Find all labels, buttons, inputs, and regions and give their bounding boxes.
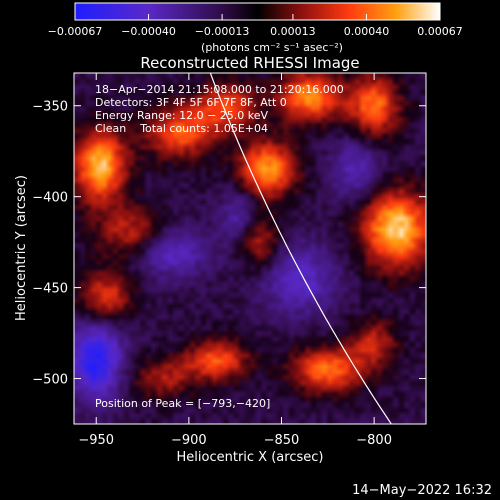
colorbar-units: (photons cm⁻² s⁻¹ asec⁻²) <box>201 41 343 54</box>
x-tick-label: −900 <box>171 433 207 448</box>
y-axis-ticks: −350 −400 −450 −500 <box>32 100 426 388</box>
y-tick-label: −450 <box>32 282 68 297</box>
y-axis-label: Heliocentric Y (arcsec) <box>14 175 29 321</box>
y-tick-label: −400 <box>32 191 68 206</box>
colorbar-tick-label: −0.00013 <box>195 25 250 38</box>
footer-timestamp: 14−May−2022 16:32 <box>352 483 492 498</box>
colorbar-tick-label: −0.00040 <box>121 25 176 38</box>
colorbar-tick-label: 0.00040 <box>344 25 390 38</box>
y-tick-label: −500 <box>32 373 68 388</box>
colorbar-ticks: −0.00067 −0.00040 −0.00013 0.00013 0.00040 0.… <box>48 14 463 38</box>
chart-title: Reconstructed RHESSI Image <box>140 54 359 72</box>
x-tick-label: −800 <box>356 433 392 448</box>
colorbar-tick-label: −0.00067 <box>48 25 103 38</box>
colorbar <box>74 2 441 21</box>
annotation-energy-range: Energy Range: 12.0 − 25.0 keV <box>95 109 269 122</box>
colorbar-tick-label: 0.00013 <box>270 25 316 38</box>
x-tick-label: −850 <box>264 433 300 448</box>
peak-position-label: Position of Peak = [−793,−420] <box>95 397 270 410</box>
heatmap-image <box>74 73 426 424</box>
annotation-detectors: Detectors: 3F 4F 5F 6F 7F 8F, Att 0 <box>95 96 287 109</box>
x-tick-label: −950 <box>78 433 114 448</box>
x-axis-label: Heliocentric X (arcsec) <box>177 450 324 465</box>
x-axis-ticks: −950 −900 −850 −800 <box>78 73 392 448</box>
y-tick-label: −350 <box>32 100 68 115</box>
annotation-block: 18−Apr−2014 21:15:08.000 to 21:20:16.000… <box>95 83 344 135</box>
annotation-clean-counts: Clean Total counts: 1.05E+04 <box>95 122 268 135</box>
plot-frame <box>73 72 427 425</box>
colorbar-tick-label: 0.00067 <box>417 25 463 38</box>
solar-limb-curve <box>209 73 393 424</box>
annotation-time-range: 18−Apr−2014 21:15:08.000 to 21:20:16.000 <box>95 83 344 96</box>
